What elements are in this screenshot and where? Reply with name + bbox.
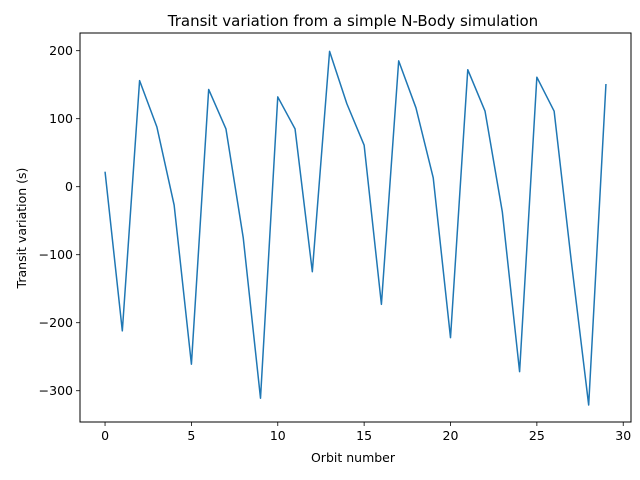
y-tick-label: 200 <box>49 43 73 58</box>
chart-title: Transit variation from a simple N-Body s… <box>167 12 538 30</box>
y-tick-label: 0 <box>65 179 73 194</box>
y-tick-label: 100 <box>49 111 73 126</box>
series-line-0 <box>104 50 607 406</box>
x-axis-ticks: 0 5 10 15 20 25 30 <box>101 422 631 443</box>
plot-area <box>80 33 631 422</box>
y-tick-label: −300 <box>39 383 73 398</box>
x-tick-label: 0 <box>101 428 109 443</box>
y-tick-label: −200 <box>39 315 73 330</box>
x-tick-label: 15 <box>356 428 372 443</box>
data-layer <box>104 50 607 406</box>
y-axis-ticks: −300 −200 −100 0 100 200 <box>39 43 80 398</box>
y-axis-label: Transit variation (s) <box>14 168 29 290</box>
x-axis-label: Orbit number <box>311 450 396 465</box>
x-tick-label: 30 <box>615 428 631 443</box>
plot-border <box>79 32 632 423</box>
x-tick-label: 10 <box>270 428 286 443</box>
y-tick-label: −100 <box>39 247 73 262</box>
x-tick-label: 20 <box>443 428 459 443</box>
x-tick-label: 25 <box>529 428 545 443</box>
x-tick-label: 5 <box>187 428 195 443</box>
